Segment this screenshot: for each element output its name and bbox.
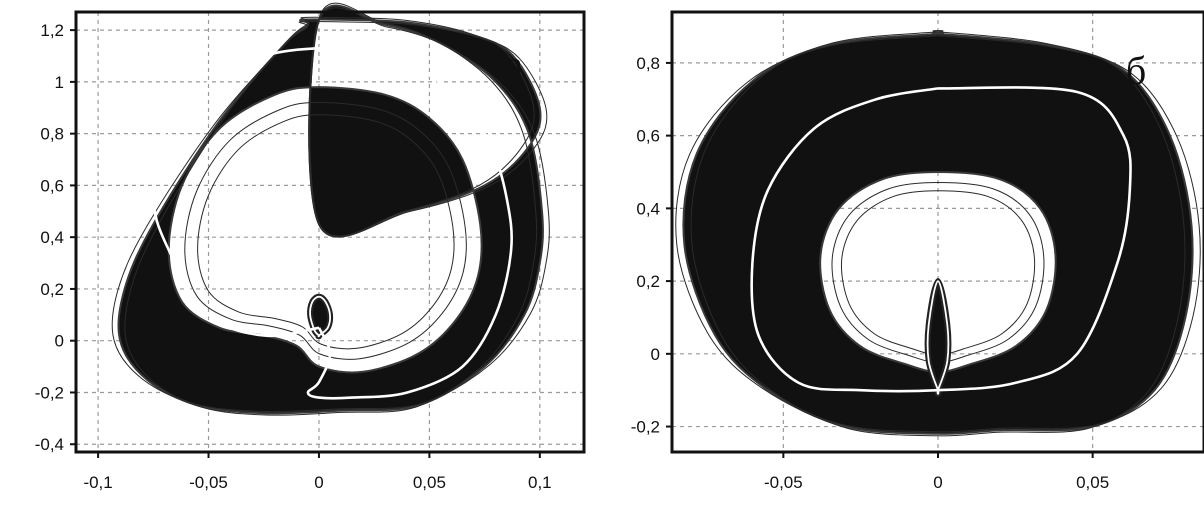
panel-label: б xyxy=(1126,48,1146,93)
start-loop-outline xyxy=(309,295,331,338)
panel-label: а xyxy=(505,42,523,87)
y-tick-label: -0,2 xyxy=(631,418,660,437)
y-tick-label: 0,6 xyxy=(40,176,64,195)
mean-trajectory-line xyxy=(750,86,1132,393)
x-tick-label: -0,05 xyxy=(189,473,228,492)
x-tick-label: 0 xyxy=(933,473,942,492)
panel-a-chart: -0,1 -0,05 0 0,05 0,1 -0,4 -0,2 0 0,2 0,4 0,6 0,8 1 1… xyxy=(35,2,586,492)
y-tick-label: -0,4 xyxy=(35,435,64,454)
x-tick-label: 0,1 xyxy=(528,473,552,492)
x-tick-label: -0,05 xyxy=(764,473,803,492)
panel-b-chart: -0,05 0 0,05 -0,2 0 0,2 0,4 0,6 0,8 б xyxy=(631,10,1204,492)
x-tick-label: 0,05 xyxy=(1076,473,1109,492)
y-tick-label: 0,2 xyxy=(40,280,64,299)
y-tick-label: 0 xyxy=(55,332,64,351)
x-tick-label: 0,05 xyxy=(413,473,446,492)
y-tick-label: 0,4 xyxy=(636,199,660,218)
y-tick-label: 1 xyxy=(55,73,64,92)
x-tick-label: -0,1 xyxy=(83,473,112,492)
stray-cycle-line xyxy=(111,7,550,413)
x-tick-label: 0 xyxy=(314,473,323,492)
y-tick-label: 0,8 xyxy=(40,125,64,144)
y-tick-label: 0,8 xyxy=(636,54,660,73)
mean-trajectory-line xyxy=(151,46,513,400)
y-tick-label: -0,2 xyxy=(35,383,64,402)
y-tick-label: 1,2 xyxy=(40,21,64,40)
stray-cycle-line xyxy=(690,29,1186,437)
y-tick-label: 0,2 xyxy=(636,272,660,291)
y-tick-label: 0,4 xyxy=(40,228,64,247)
trajectory-band xyxy=(117,4,544,415)
stray-cycle-line xyxy=(124,2,538,416)
stray-cycle-line xyxy=(197,114,455,350)
start-loop-outline xyxy=(926,280,950,395)
stray-cycle-line xyxy=(675,33,1201,433)
stray-cycle-line xyxy=(184,101,467,360)
y-tick-label: 0 xyxy=(651,345,660,364)
y-tick-label: 0,6 xyxy=(636,127,660,146)
start-loop xyxy=(924,278,952,397)
plot-frame xyxy=(74,10,586,454)
